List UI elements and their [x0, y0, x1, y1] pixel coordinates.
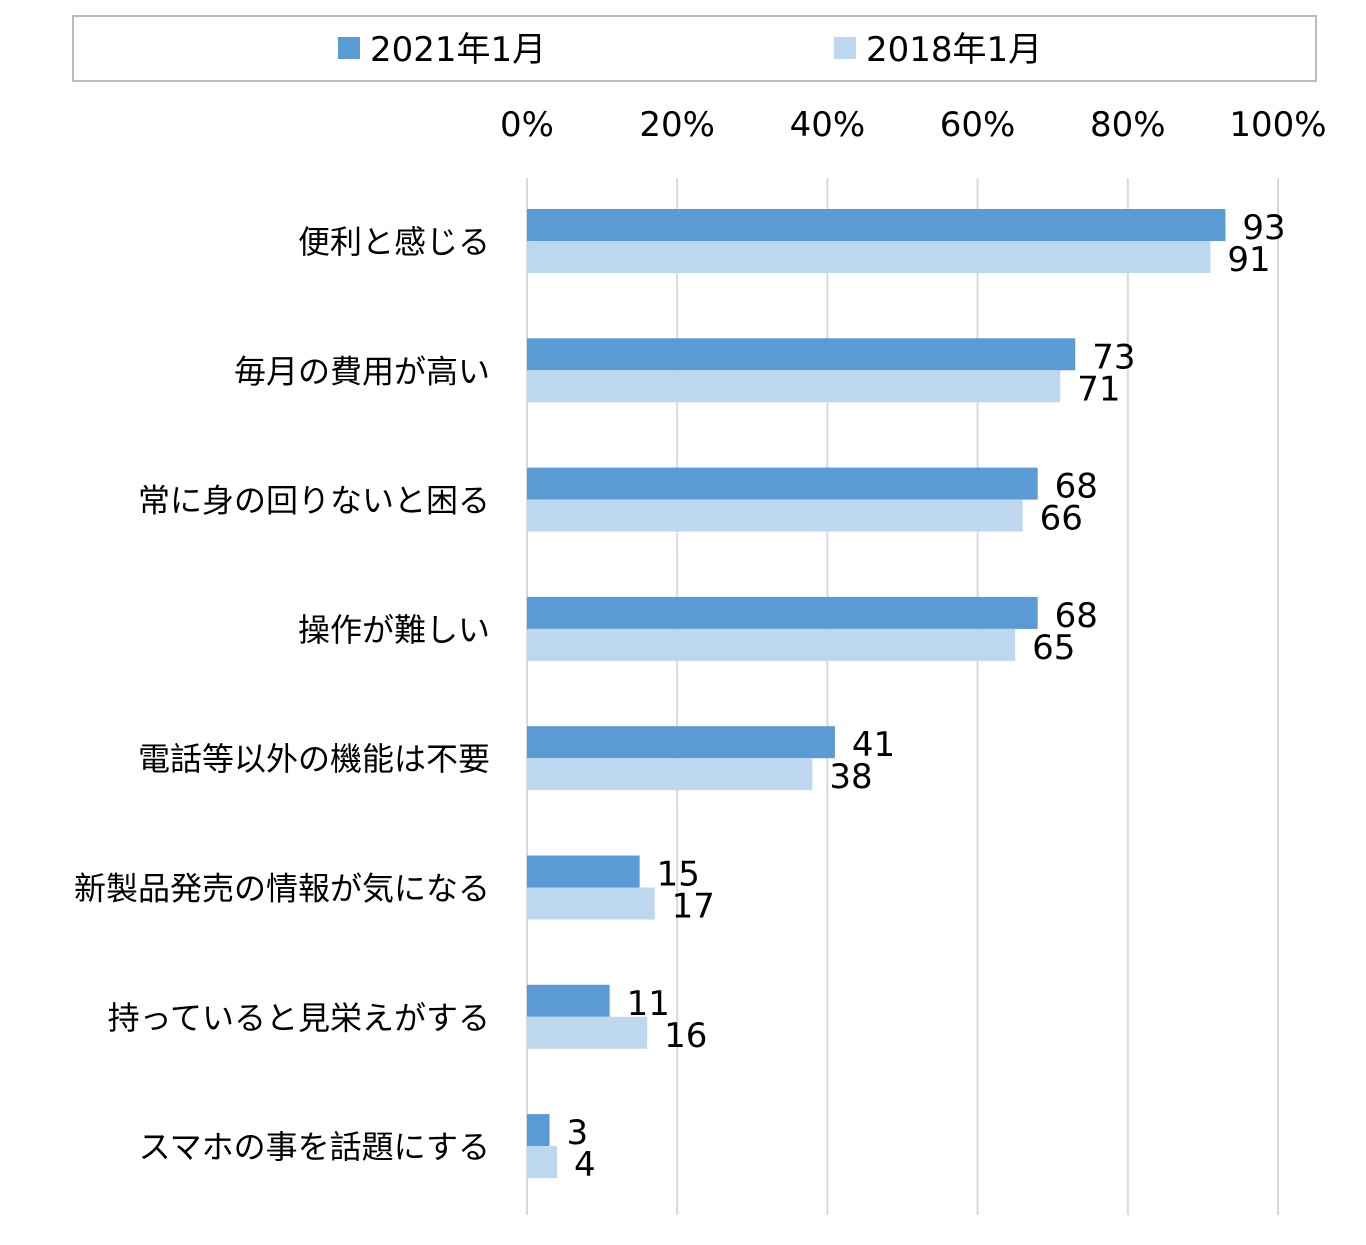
value-label: 11: [627, 984, 670, 1024]
value-label: 71: [1077, 369, 1120, 409]
legend-swatch-2018: [834, 37, 856, 59]
gridlines: [526, 178, 1279, 1215]
bar-2021: [527, 855, 640, 888]
x-axis-ticks: 0% 20% 40% 60% 80% 100%: [500, 105, 1327, 145]
value-label: 4: [574, 1145, 596, 1185]
legend: 2021年1月 2018年1月: [72, 15, 1317, 82]
bar-2018: [527, 887, 655, 920]
value-label: 15: [657, 855, 700, 895]
value-label: 3: [567, 1113, 589, 1153]
category-label: 常に身の回りないと困る: [138, 482, 490, 520]
x-tick-label: 40%: [790, 105, 866, 145]
legend-label-2021: 2021年1月: [370, 30, 546, 70]
value-label: 41: [852, 725, 895, 765]
value-label: 16: [664, 1016, 707, 1056]
category-label: 操作が難しい: [298, 611, 490, 649]
bar-2018: [527, 628, 1016, 661]
category-labels: 便利と感じる毎月の費用が高い常に身の回りないと困る操作が難しい電話等以外の機能は…: [74, 223, 490, 1166]
bar-2021: [527, 338, 1076, 371]
category-label: スマホの事を話題にする: [139, 1128, 490, 1166]
bar-2021: [527, 467, 1038, 500]
bars: [527, 209, 1226, 1179]
bar-2021: [527, 596, 1038, 629]
value-label: 73: [1092, 337, 1135, 377]
category-label: 新製品発売の情報が気になる: [74, 870, 490, 908]
value-label: 68: [1055, 467, 1098, 507]
bar-2021: [527, 1114, 550, 1147]
x-tick-label: 0%: [500, 105, 554, 145]
value-label: 91: [1227, 240, 1270, 280]
category-label: 電話等以外の機能は不要: [138, 740, 490, 778]
bar-2018: [527, 758, 813, 791]
bar-2021: [527, 984, 610, 1017]
x-tick-label: 80%: [1090, 105, 1166, 145]
value-label: 38: [829, 757, 872, 797]
bar-2018: [527, 370, 1061, 403]
bar-2021: [527, 209, 1226, 241]
value-label: 17: [672, 887, 715, 927]
category-label: 持っていると見栄えがする: [108, 999, 490, 1037]
x-tick-label: 100%: [1229, 105, 1326, 145]
category-label: 便利と感じる: [298, 223, 490, 261]
value-label: 66: [1040, 499, 1083, 539]
value-label: 93: [1242, 208, 1285, 248]
category-label: 毎月の費用が高い: [234, 352, 490, 390]
bar-2018: [527, 499, 1023, 532]
legend-label-2018: 2018年1月: [866, 30, 1042, 70]
bar-2018: [527, 1016, 648, 1049]
x-tick-label: 20%: [639, 105, 715, 145]
bar-2018: [527, 241, 1211, 273]
bar-2018: [527, 1146, 558, 1179]
value-label: 68: [1055, 596, 1098, 636]
bar-2021: [527, 726, 835, 759]
legend-frame: [72, 15, 1317, 82]
legend-swatch-2021: [338, 37, 360, 59]
x-tick-label: 60%: [940, 105, 1016, 145]
value-label: 65: [1032, 628, 1075, 668]
